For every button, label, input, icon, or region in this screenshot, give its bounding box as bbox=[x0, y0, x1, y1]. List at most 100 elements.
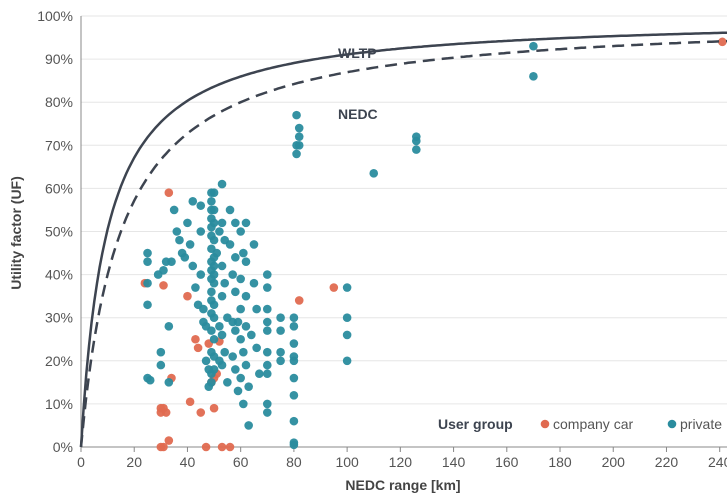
point-private bbox=[207, 197, 216, 206]
point-company-car bbox=[159, 281, 168, 290]
legend: User group company car private bbox=[438, 416, 722, 432]
x-tick-label: 100 bbox=[335, 454, 359, 470]
point-private bbox=[289, 322, 299, 331]
point-private bbox=[262, 317, 272, 327]
point-private bbox=[289, 373, 299, 383]
point-private bbox=[207, 287, 216, 297]
point-private bbox=[294, 132, 304, 141]
point-company-car bbox=[164, 188, 174, 198]
point-private bbox=[276, 326, 285, 335]
x-tick-label: 20 bbox=[126, 454, 142, 470]
axes bbox=[80, 16, 727, 452]
point-private bbox=[289, 440, 299, 450]
point-private bbox=[412, 136, 421, 146]
legend-title: User group bbox=[438, 416, 513, 432]
x-tick-labels: 0 20 40 60 80 100 120 140 160 180 200 220 240 bbox=[77, 454, 727, 470]
point-private bbox=[207, 378, 216, 387]
point-private bbox=[228, 270, 237, 279]
point-company-car bbox=[183, 291, 192, 301]
legend-label-private: private bbox=[680, 416, 722, 432]
point-private bbox=[225, 205, 235, 215]
point-private bbox=[185, 240, 195, 249]
x-axis-title: NEDC range [km] bbox=[345, 477, 460, 493]
point-private bbox=[241, 218, 251, 228]
legend-marker-private bbox=[667, 419, 677, 429]
point-private bbox=[262, 270, 272, 279]
point-private bbox=[369, 169, 379, 178]
point-private bbox=[252, 343, 261, 353]
point-private bbox=[412, 145, 421, 154]
y-tick-label: 80% bbox=[45, 94, 73, 110]
point-private bbox=[529, 41, 538, 51]
point-private bbox=[196, 227, 206, 236]
point-private bbox=[236, 227, 245, 236]
curve-label-wltp: WLTP bbox=[338, 45, 377, 61]
point-private bbox=[201, 356, 211, 366]
point-private bbox=[262, 360, 272, 370]
point-private bbox=[175, 235, 184, 245]
point-private bbox=[289, 416, 299, 426]
point-private bbox=[262, 369, 272, 379]
y-tick-label: 90% bbox=[45, 51, 73, 67]
point-private bbox=[209, 188, 219, 198]
data-points bbox=[140, 37, 727, 452]
point-private bbox=[209, 205, 219, 215]
x-tick-label: 120 bbox=[389, 454, 413, 470]
point-private bbox=[276, 347, 285, 357]
point-company-car bbox=[718, 37, 727, 47]
x-tick-label: 160 bbox=[495, 454, 519, 470]
point-private bbox=[167, 257, 176, 266]
point-private bbox=[241, 291, 251, 301]
x-tick-label: 240 bbox=[708, 454, 727, 470]
point-private bbox=[262, 399, 272, 409]
point-company-car bbox=[209, 403, 219, 413]
curve-nedc bbox=[79, 39, 727, 448]
curve-label-nedc: NEDC bbox=[338, 106, 378, 122]
point-private bbox=[529, 72, 538, 81]
point-company-car bbox=[164, 436, 174, 445]
x-tick-label: 60 bbox=[233, 454, 249, 470]
point-private bbox=[164, 378, 174, 387]
y-tick-labels: 0% 10% 20% 30% 40% 50% 60% 70% 80% 90% 100% bbox=[37, 8, 73, 455]
point-private bbox=[231, 365, 240, 374]
point-company-car bbox=[225, 442, 235, 452]
x-tick-label: 40 bbox=[180, 454, 196, 470]
point-private bbox=[244, 382, 253, 391]
point-private bbox=[217, 291, 227, 301]
point-private bbox=[231, 287, 240, 297]
point-private bbox=[183, 218, 192, 228]
y-tick-label: 100% bbox=[37, 8, 73, 24]
point-private bbox=[199, 304, 208, 314]
point-company-car bbox=[191, 334, 200, 344]
point-company-car bbox=[161, 408, 171, 417]
point-private bbox=[209, 300, 219, 310]
point-private bbox=[252, 304, 261, 314]
x-tick-label: 200 bbox=[602, 454, 626, 470]
point-private bbox=[209, 334, 219, 344]
point-private bbox=[143, 300, 152, 310]
point-private bbox=[217, 360, 227, 370]
point-private bbox=[289, 356, 299, 366]
point-private bbox=[209, 218, 219, 228]
point-private bbox=[145, 375, 155, 385]
point-private bbox=[276, 313, 285, 323]
point-private bbox=[220, 278, 230, 288]
point-private bbox=[156, 360, 166, 370]
y-tick-label: 70% bbox=[45, 137, 73, 153]
point-private bbox=[215, 322, 224, 331]
point-private bbox=[276, 356, 285, 366]
point-private bbox=[191, 283, 200, 292]
point-private bbox=[255, 369, 264, 379]
y-tick-label: 50% bbox=[45, 224, 73, 240]
point-private bbox=[241, 257, 251, 266]
point-private bbox=[239, 399, 248, 409]
y-tick-label: 60% bbox=[45, 180, 73, 196]
point-private bbox=[231, 218, 240, 228]
point-private bbox=[262, 408, 272, 417]
curves bbox=[79, 31, 727, 448]
y-tick-label: 30% bbox=[45, 310, 73, 326]
point-private bbox=[220, 347, 230, 357]
y-tick-label: 40% bbox=[45, 267, 73, 283]
point-private bbox=[159, 265, 168, 275]
